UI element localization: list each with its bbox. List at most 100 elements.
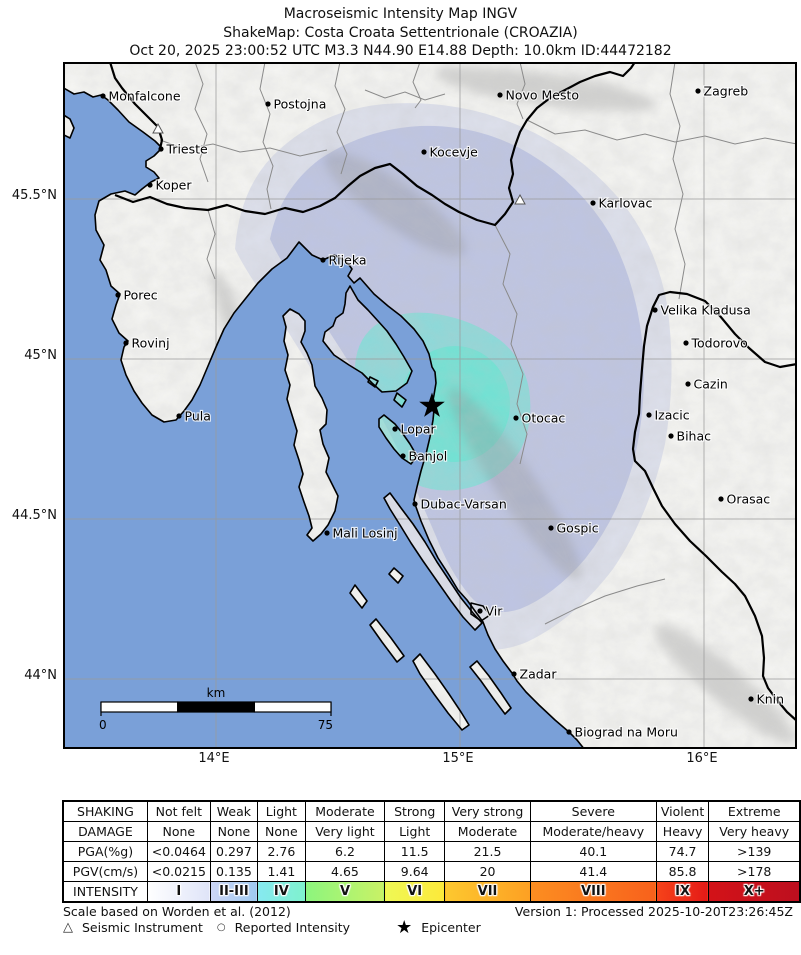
city-label: Postojna: [274, 97, 327, 112]
longitude-tick-label: 16°E: [686, 751, 718, 766]
city-marker: [513, 415, 519, 421]
latitude-tick-label: 45.5°N: [11, 188, 57, 203]
city-label: Dubac-Varsan: [421, 497, 507, 512]
city-marker: [511, 671, 517, 677]
city-label: Todorovo: [691, 336, 748, 351]
national-borders: [109, 64, 795, 721]
city-marker: [548, 525, 554, 531]
city-label: Pula: [185, 409, 211, 424]
city-marker: [400, 453, 406, 459]
table-row-header: PGA(%g): [62, 841, 148, 862]
city-marker: [685, 381, 691, 387]
table-cell: None: [257, 821, 306, 842]
scale-note: Scale based on Worden et al. (2012): [63, 904, 291, 919]
city-marker: [147, 182, 153, 188]
city-marker: [412, 501, 418, 507]
table-cell: 21.5: [444, 841, 531, 862]
table-cell: Weak: [209, 800, 259, 822]
city-label: Vir: [486, 604, 504, 619]
regional-borders: [159, 64, 795, 625]
city-label: Velika Kladusa: [661, 303, 751, 318]
legend-item-label: Reported Intensity: [234, 920, 351, 935]
table-cell: Light: [257, 800, 306, 822]
seismic-instrument-icon: [152, 122, 164, 134]
table-cell: 11.5: [384, 841, 446, 862]
city-marker: [477, 608, 483, 614]
table-cell: <0.0215: [146, 861, 211, 882]
latitude-tick-label: 45°N: [24, 348, 57, 363]
city-marker: [566, 729, 572, 735]
table-cell: Strong: [384, 800, 446, 822]
table-cell: 9.64: [384, 861, 446, 882]
intensity-scale-cell: VI: [384, 881, 446, 903]
seismic-instruments: [152, 122, 526, 205]
city-label: Monfalcone: [109, 89, 181, 104]
city-label: Trieste: [166, 142, 209, 157]
intensity-scale-cell: IV: [257, 881, 306, 903]
city-marker: [668, 433, 674, 439]
city-marker: [646, 412, 652, 418]
table-cell: >139: [708, 841, 801, 862]
legend-item-label: Seismic Instrument: [82, 920, 203, 935]
city-label: Bihac: [677, 429, 712, 444]
table-cell: 85.8: [655, 861, 710, 882]
table-cell: Light: [384, 821, 446, 842]
table-row-header: INTENSITY: [62, 881, 148, 903]
city-marker: [497, 92, 503, 98]
table-cell: >178: [708, 861, 801, 882]
city-label: Koper: [156, 178, 193, 193]
city-label: Orasac: [727, 492, 771, 507]
intensity-scale-cell: VII: [444, 881, 531, 903]
city-label: Lopar: [401, 422, 437, 437]
city-marker: [421, 149, 427, 155]
city-label: Karlovac: [599, 196, 653, 211]
intensity-scale-cell: I: [146, 881, 211, 903]
title-line-1: Macroseismic Intensity Map INGV: [283, 6, 518, 22]
scale-bar-end: 75: [318, 718, 333, 732]
epicenter-star-icon: [419, 392, 445, 417]
city-marker: [100, 93, 106, 99]
table-cell: Moderate: [304, 800, 386, 822]
latitude-tick-label: 44°N: [24, 668, 57, 683]
table-cell: Heavy: [655, 821, 710, 842]
footer-notes: Scale based on Worden et al. (2012) Vers…: [63, 904, 793, 919]
city-marker: [718, 496, 724, 502]
city-label: Kocevje: [430, 145, 479, 160]
city-markers: Monfalcone Postojna Novo Mesto Zagreb Triest…: [100, 82, 785, 741]
intensity-scale-cell: V: [304, 881, 386, 903]
table-row-header: DAMAGE: [62, 821, 148, 842]
scale-bar-start: 0: [99, 718, 107, 732]
city-marker: [176, 413, 182, 419]
city-label: Mali Losinj: [333, 526, 398, 541]
city-label: Zagreb: [704, 84, 749, 99]
epicenter: [419, 392, 445, 417]
city-label: Knin: [757, 692, 785, 707]
table-cell: 20: [444, 861, 531, 882]
version-note: Version 1: Processed 2025-10-20T23:26:45…: [514, 904, 793, 919]
city-label: Porec: [124, 288, 158, 303]
city-marker: [158, 146, 164, 152]
table-cell: 2.76: [257, 841, 306, 862]
city-marker: [265, 101, 271, 107]
city-label: Zadar: [520, 667, 558, 682]
city-marker: [695, 88, 701, 94]
symbol-legend: △ Seismic Instrument ○ Reported Intensity ★ E…: [63, 918, 793, 936]
city-marker: [748, 696, 754, 702]
legend-item-triangle: △ Seismic Instrument: [63, 920, 203, 935]
city-marker: [652, 307, 658, 313]
table-cell: 0.135: [209, 861, 259, 882]
table-cell: 41.4: [529, 861, 657, 882]
longitude-tick-label: 15°E: [442, 751, 474, 766]
table-cell: Very strong: [444, 800, 531, 822]
legend-item-circle: ○ Reported Intensity: [217, 920, 350, 935]
map-title-block: Macroseismic Intensity Map INGV ShakeMap…: [0, 5, 801, 61]
table-cell: 4.65: [304, 861, 386, 882]
table-cell: 40.1: [529, 841, 657, 862]
triangle-icon: △: [63, 920, 73, 935]
table-cell: Severe: [529, 800, 657, 822]
city-label: Cazin: [694, 377, 728, 392]
title-line-3: Oct 20, 2025 23:00:52 UTC M3.3 N44.90 E1…: [129, 43, 672, 59]
intensity-scale-cell: II-III: [209, 881, 259, 903]
latitude-tick-label: 44.5°N: [11, 508, 57, 523]
table-row-header: SHAKING: [62, 800, 148, 822]
